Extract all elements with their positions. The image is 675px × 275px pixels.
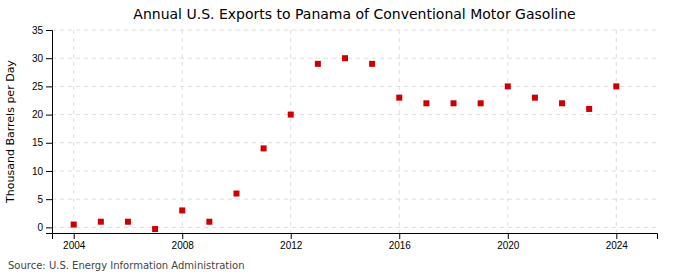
tick-label: 2008 — [172, 240, 195, 251]
tick: 35 — [32, 25, 52, 36]
tick: 20 — [32, 109, 52, 120]
grid-line — [52, 227, 657, 228]
tick-mark — [46, 171, 52, 172]
tick: 2008 — [172, 233, 195, 251]
title: Annual U.S. Exports to Panama of Convent… — [133, 6, 575, 22]
grid-line — [182, 30, 183, 233]
tick-mark — [74, 233, 75, 239]
tick: 10 — [32, 166, 52, 177]
point — [179, 207, 185, 213]
tick-label: 35 — [32, 25, 44, 36]
grid-line — [52, 170, 657, 171]
grid-line — [52, 86, 657, 87]
tick-mark — [182, 233, 183, 239]
tick: 15 — [32, 137, 52, 148]
point — [613, 83, 619, 89]
point — [396, 95, 402, 101]
tick-label: 0 — [37, 222, 43, 233]
tick-mark — [46, 58, 52, 59]
tick: 2024 — [606, 233, 629, 251]
tick: 2004 — [63, 233, 86, 251]
tick-label: 5 — [37, 194, 43, 205]
grid-line — [507, 30, 508, 233]
tick-mark — [399, 233, 400, 239]
grid-line — [399, 30, 400, 233]
point — [71, 222, 77, 228]
chart: 2004 2008 2012 2016 2020 2024 0 5 10 15 20 25 30 35 An… — [0, 0, 675, 275]
tick-mark — [46, 86, 52, 87]
tick: 2016 — [389, 233, 412, 251]
source: Source: U.S. Energy Information Administ… — [8, 260, 245, 271]
tick: 2012 — [280, 233, 303, 251]
tick: 2020 — [497, 233, 520, 251]
point — [532, 95, 538, 101]
y-axis-title: Thousand Barrels per Day — [4, 60, 17, 204]
axis-line — [46, 31, 53, 234]
point — [423, 100, 429, 106]
grid-line — [73, 30, 74, 233]
tick-mark — [508, 233, 509, 239]
point — [206, 219, 212, 225]
tick-label: 2004 — [63, 240, 86, 251]
tick-mark — [291, 233, 292, 239]
tick-mark — [46, 227, 52, 228]
y-axis: 0 5 10 15 20 25 30 35 — [32, 25, 53, 234]
grid-line — [52, 30, 657, 31]
tick-mark — [46, 30, 52, 31]
tick-label: 2016 — [389, 240, 412, 251]
point — [261, 145, 267, 151]
point — [369, 61, 375, 67]
point — [559, 100, 565, 106]
tick: 0 — [37, 222, 52, 233]
tick-mark — [46, 143, 52, 144]
grid-line — [290, 30, 291, 233]
point — [478, 100, 484, 106]
tick-label: 2024 — [606, 240, 629, 251]
tick-mark — [616, 233, 617, 239]
point — [125, 219, 131, 225]
grid-line — [616, 30, 617, 233]
point — [152, 226, 158, 232]
grid-line — [52, 199, 657, 200]
point — [505, 83, 511, 89]
point — [586, 106, 592, 112]
tick-label: 15 — [32, 137, 44, 148]
point — [98, 219, 104, 225]
point — [451, 100, 457, 106]
point — [233, 191, 239, 197]
tick-mark — [46, 115, 52, 116]
tick-label: 30 — [32, 53, 44, 64]
grid — [52, 30, 657, 233]
tick-label: 10 — [32, 166, 44, 177]
grid-line — [52, 114, 657, 115]
tick-label: 20 — [32, 109, 44, 120]
tick: 5 — [37, 194, 52, 205]
tick-label: 2020 — [497, 240, 520, 251]
tick-mark — [46, 199, 52, 200]
point — [342, 55, 348, 61]
tick: 25 — [32, 81, 52, 92]
tick: 30 — [32, 53, 52, 64]
tick-label: 25 — [32, 81, 44, 92]
tick-label: 2012 — [280, 240, 303, 251]
plot: 2004 2008 2012 2016 2020 2024 0 5 10 15 20 25 30 35 — [32, 25, 658, 251]
point — [315, 61, 321, 67]
grid-line — [52, 58, 657, 59]
axis-line — [53, 234, 658, 240]
points — [71, 55, 620, 232]
point — [288, 112, 294, 118]
x-axis: 2004 2008 2012 2016 2020 2024 — [53, 233, 658, 251]
grid-line — [52, 142, 657, 143]
